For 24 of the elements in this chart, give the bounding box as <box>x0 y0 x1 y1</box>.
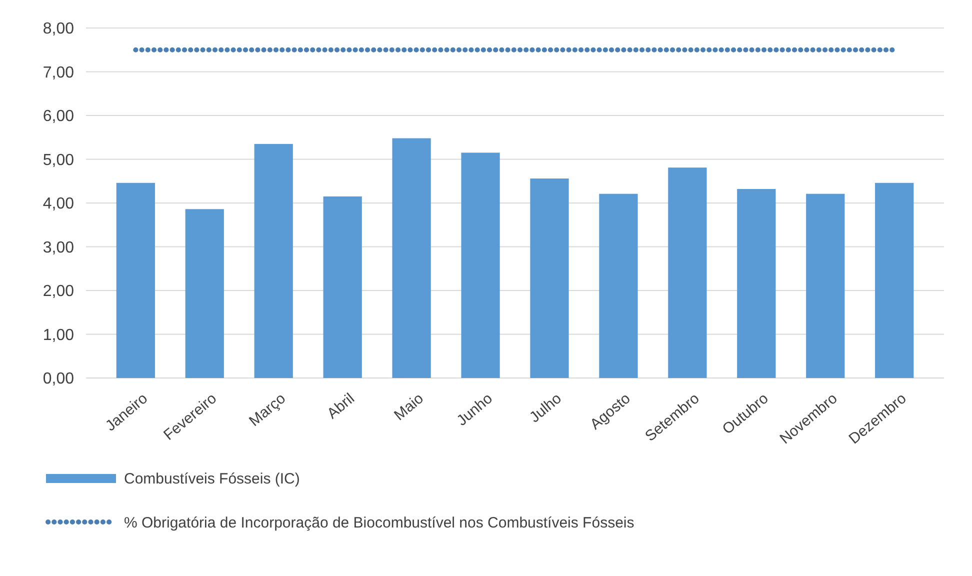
y-tick-label: 8,00 <box>42 20 74 38</box>
bar <box>461 152 500 378</box>
bar <box>875 182 914 378</box>
legend-label: % Obrigatória de Incorporação de Biocombustível nos Combustíveis Fósseis <box>124 514 634 532</box>
y-tick-label: 4,00 <box>42 196 74 213</box>
y-tick-label: 1,00 <box>42 326 74 344</box>
bar <box>668 168 707 378</box>
y-tick-label: 5,00 <box>42 152 74 169</box>
bar <box>530 178 569 378</box>
y-tick-label: 3,00 <box>42 239 74 256</box>
x-tick-label: Maio <box>391 390 427 424</box>
bar <box>254 144 293 378</box>
y-tick-label: 2,00 <box>42 283 74 300</box>
bar <box>392 138 431 378</box>
y-tick-label: 0,00 <box>42 370 74 388</box>
bar <box>806 194 845 378</box>
bar <box>599 194 638 378</box>
bar <box>116 182 155 378</box>
y-tick-label: 6,00 <box>42 108 74 126</box>
y-tick-label: 7,00 <box>42 64 74 82</box>
bar <box>185 209 224 378</box>
bar <box>323 196 362 378</box>
legend-label: Combustíveis Fósseis (IC) <box>124 470 300 488</box>
bar <box>737 189 776 378</box>
